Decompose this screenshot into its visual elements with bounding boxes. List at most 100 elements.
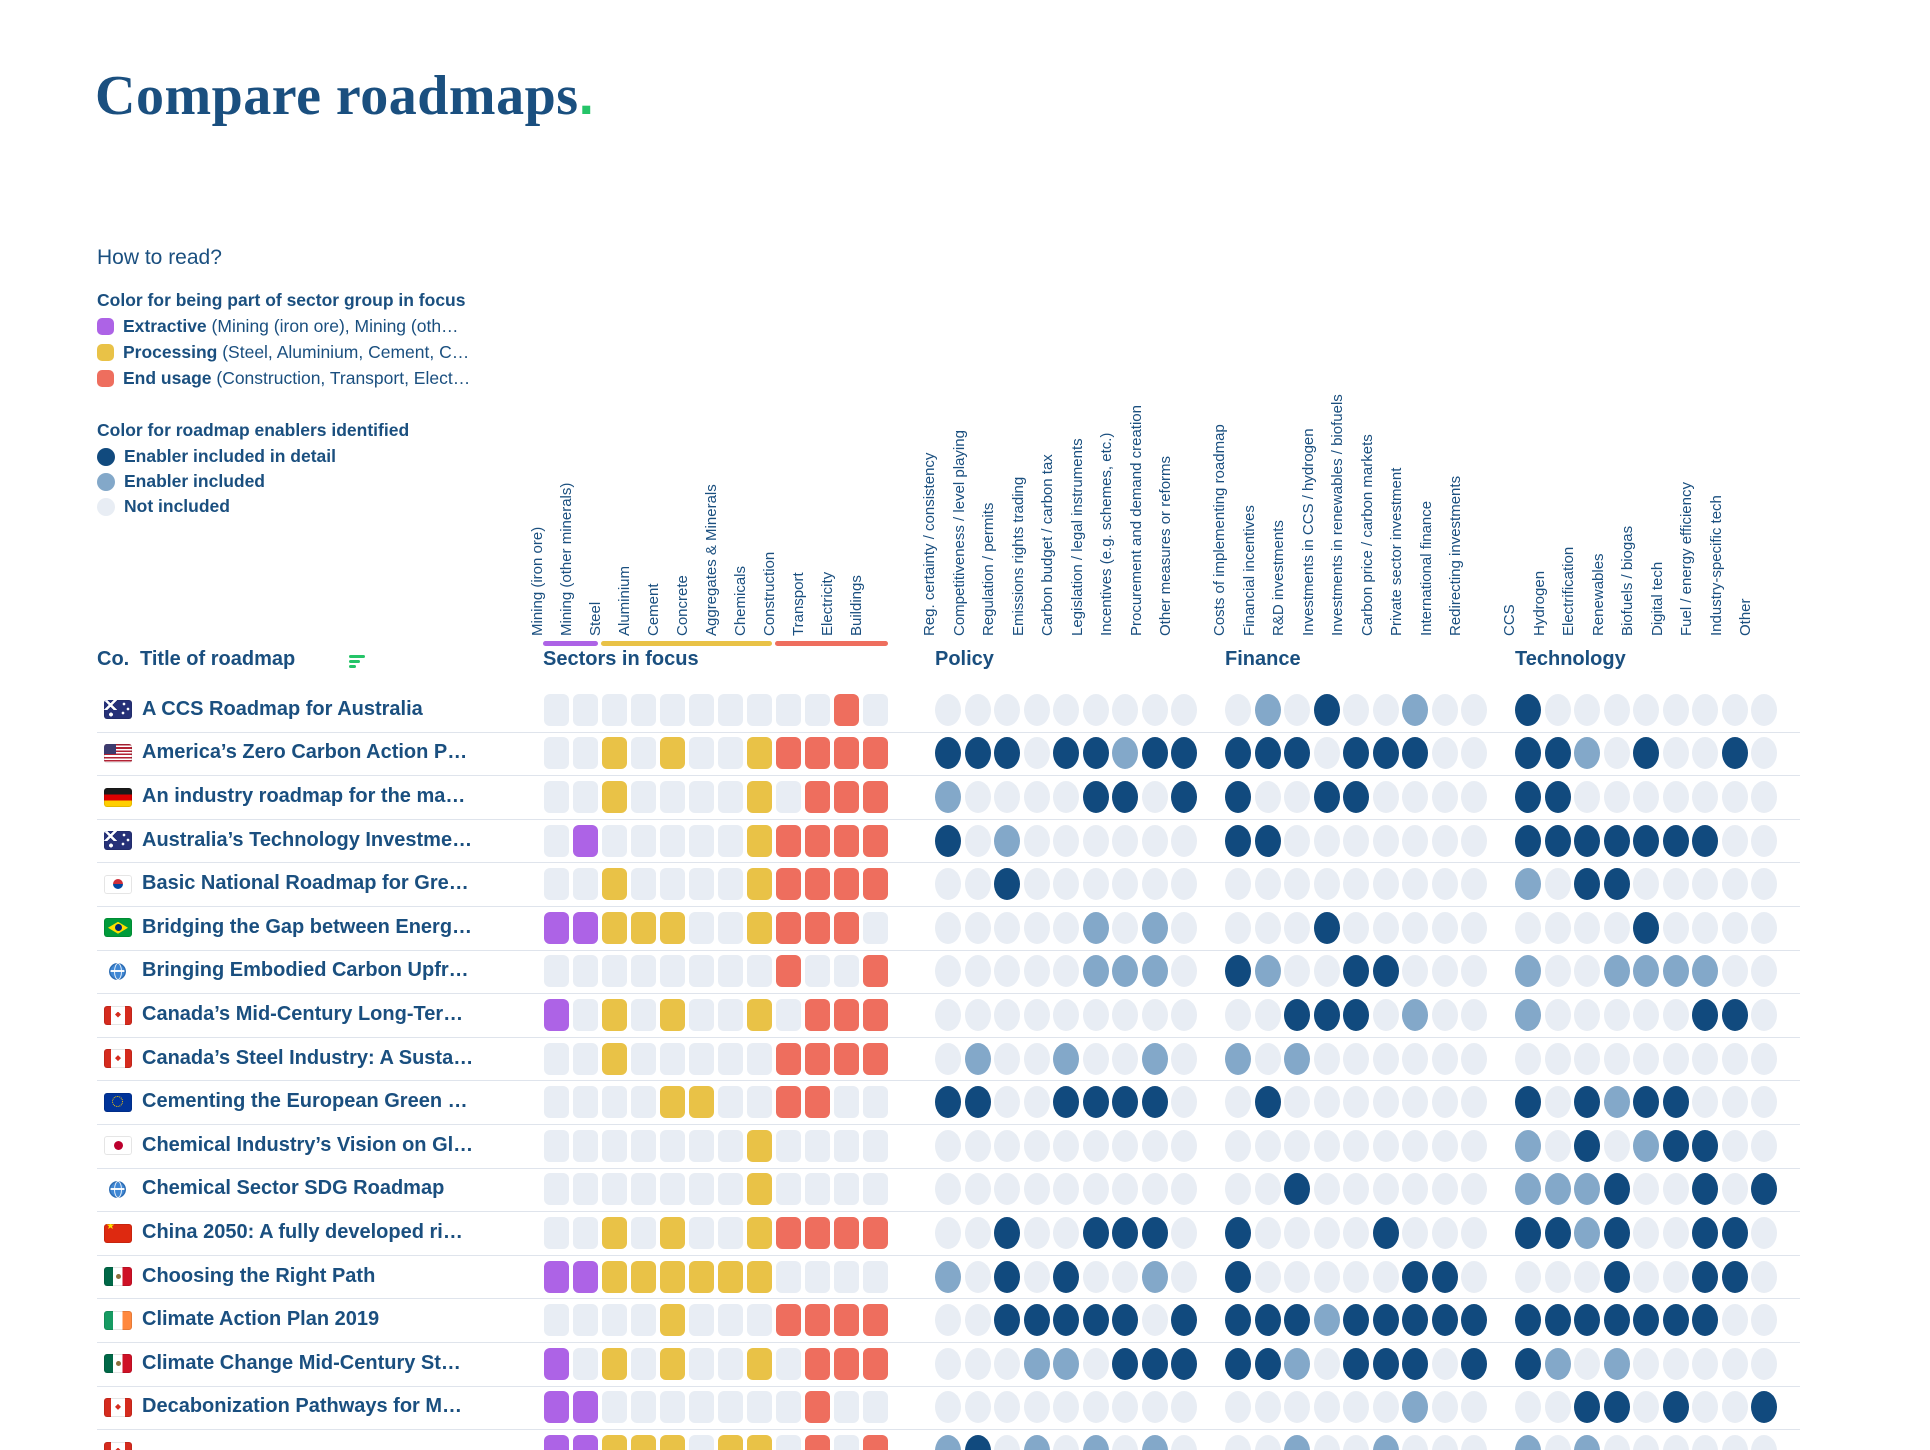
- finance-cell: [1372, 1217, 1399, 1249]
- technology-cell: [1692, 868, 1718, 901]
- finance-cell: [1402, 1129, 1428, 1162]
- technology-cell: [1662, 781, 1689, 813]
- sectors-cell: [601, 1129, 627, 1162]
- roadmap-title[interactable]: Decabonization Pathways for M…: [142, 1395, 463, 1418]
- finance-cell: [1225, 868, 1251, 901]
- sectors-cell: [688, 1391, 714, 1424]
- technology-cell: [1662, 955, 1689, 988]
- policy-cell: [1023, 999, 1050, 1031]
- technology-cell: [1574, 1173, 1600, 1206]
- roadmap-title[interactable]: An industry roadmap for the ma…: [142, 785, 466, 807]
- policy-cell: [964, 737, 991, 770]
- sectors-cell: [543, 1347, 569, 1380]
- policy-cell: [1023, 737, 1050, 770]
- policy-cell: [1053, 1260, 1079, 1293]
- finance-cell: [1372, 1086, 1399, 1119]
- policy-cell: [1112, 781, 1138, 813]
- roadmap-title[interactable]: China 2050: A fully developed ri…: [142, 1221, 463, 1243]
- technology-cell: [1603, 1260, 1630, 1293]
- roadmap-title[interactable]: Chemical Sector SDG Roadmap: [142, 1177, 445, 1200]
- finance-cell: [1372, 781, 1399, 813]
- roadmap-title[interactable]: Canada’s Mid-Century Long-Ter…: [142, 1003, 464, 1025]
- finance-cell: [1431, 1435, 1458, 1450]
- roadmap-title[interactable]: Bridging the Gap between Energ…: [142, 915, 473, 938]
- column-header-sectors: Transport: [790, 572, 807, 636]
- roadmap-title[interactable]: America’s Zero Carbon Action P…: [142, 741, 468, 764]
- sector-underline-processing: [601, 641, 772, 646]
- roadmap-title[interactable]: Australia’s Technology Investme…: [142, 828, 473, 851]
- column-header-policy: Incentives (e.g. schemes, etc.): [1098, 432, 1115, 636]
- sectors-cell: [630, 1086, 656, 1119]
- column-header-policy: Other measures or reforms: [1157, 455, 1174, 636]
- finance-cell: [1461, 955, 1487, 988]
- sectors-cell: [862, 824, 888, 857]
- sectors-cell: [804, 911, 830, 944]
- sectors-cell: [659, 1086, 685, 1119]
- roadmap-title[interactable]: Canada’s Steel Industry: A Susta…: [142, 1046, 474, 1069]
- policy-cell: [1171, 693, 1197, 726]
- finance-cell: [1225, 781, 1251, 813]
- finance-cell: [1431, 781, 1458, 813]
- finance-cell: [1372, 955, 1399, 988]
- roadmap-title[interactable]: Basic National Roadmap for Gre…: [142, 872, 469, 895]
- column-header-policy: Carbon budget / carbon tax: [1039, 454, 1056, 636]
- finance-cell: [1431, 1304, 1458, 1337]
- sectors-cell: [862, 1435, 888, 1450]
- finance-cell: [1402, 1435, 1428, 1450]
- policy-cell: [1023, 1129, 1050, 1162]
- policy-cell: [935, 1435, 961, 1450]
- roadmap-title[interactable]: A CCS Roadmap for Australia: [142, 697, 423, 720]
- technology-cell: [1603, 693, 1630, 726]
- title-column-header[interactable]: Title of roadmap: [140, 648, 296, 670]
- policy-cell: [1023, 1304, 1050, 1337]
- sectors-cell: [746, 1391, 772, 1424]
- policy-cell: [1082, 824, 1109, 857]
- roadmap-title[interactable]: Bringing Embodied Carbon Upfr…: [142, 959, 469, 982]
- sectors-cell: [543, 1304, 569, 1337]
- sectors-cell: [572, 1435, 598, 1450]
- sectors-cell: [688, 868, 714, 901]
- policy-cell: [994, 1173, 1020, 1206]
- policy-cell: [1171, 1435, 1197, 1450]
- sectors-cell: [601, 999, 627, 1031]
- policy-cell: [1171, 1260, 1197, 1293]
- sectors-cell: [543, 911, 569, 944]
- technology-cell: [1515, 1173, 1541, 1206]
- policy-cell: [1112, 868, 1138, 901]
- policy-cell: [1053, 955, 1079, 988]
- policy-cell: [964, 1086, 991, 1119]
- sectors-cell: [688, 911, 714, 944]
- sectors-cell: [601, 1304, 627, 1337]
- sectors-cell: [746, 1435, 772, 1450]
- finance-cell: [1254, 1129, 1281, 1162]
- sectors-cell: [688, 1435, 714, 1450]
- finance-cell: [1284, 999, 1310, 1031]
- policy-cell: [1141, 1435, 1168, 1450]
- policy-cell: [964, 1260, 991, 1293]
- sectors-cell: [775, 1304, 801, 1337]
- roadmap-title[interactable]: Choosing the Right Path: [142, 1264, 376, 1287]
- roadmap-title[interactable]: Chemical Industry’s Vision on Gl…: [142, 1133, 474, 1156]
- sectors-cell: [862, 1391, 888, 1424]
- sectors-cell: [717, 868, 743, 901]
- sectors-cell: [630, 1260, 656, 1293]
- sectors-cell: [804, 868, 830, 901]
- roadmap-title[interactable]: Climate Action Plan 2019: [142, 1308, 380, 1331]
- policy-cell: [1112, 824, 1138, 857]
- sectors-cell: [862, 781, 888, 813]
- policy-cell: [1112, 999, 1138, 1031]
- flag-ca-icon: [104, 1397, 132, 1417]
- sort-icon[interactable]: [349, 655, 366, 668]
- legend-item-label: Not included: [124, 496, 230, 516]
- technology-cell: [1574, 781, 1600, 813]
- finance-cell: [1343, 1391, 1369, 1424]
- flag-mx-icon: [104, 1354, 132, 1374]
- roadmap-title[interactable]: Climate Change Mid-Century St…: [142, 1351, 461, 1374]
- finance-cell: [1225, 1391, 1251, 1424]
- policy-cell: [994, 999, 1020, 1031]
- technology-cell: [1662, 911, 1689, 944]
- finance-cell: [1284, 1086, 1310, 1119]
- policy-cell: [994, 1086, 1020, 1119]
- roadmap-title[interactable]: Cementing the European Green …: [142, 1090, 468, 1113]
- technology-cell: [1574, 1391, 1600, 1424]
